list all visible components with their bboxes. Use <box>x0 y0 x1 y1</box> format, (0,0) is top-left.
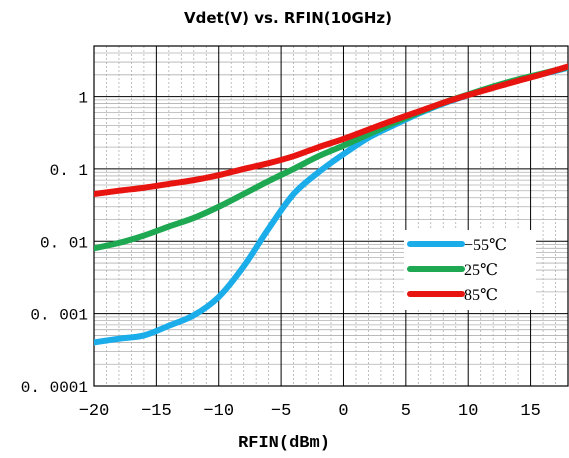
x-axis-label: RFIN(dBm) <box>238 434 330 453</box>
x-tick-label: −10 <box>203 402 234 421</box>
chart-title: Vdet(V) vs. RFIN(10GHz) <box>184 9 392 27</box>
series-line-85c <box>94 63 568 198</box>
legend-label: 85℃ <box>464 287 498 304</box>
y-tick-label: 0. 001 <box>30 307 88 325</box>
x-tick-label: 0 <box>338 402 348 421</box>
y-tick-label: 0. 01 <box>40 234 88 252</box>
grid <box>93 46 569 387</box>
legend-label: 25℃ <box>464 262 498 279</box>
legend-label: −55℃ <box>464 237 507 254</box>
x-tick-label: −20 <box>79 402 110 421</box>
plot-frame <box>93 45 569 387</box>
x-tick-label: 5 <box>401 402 411 421</box>
series-layer <box>94 63 568 346</box>
x-tick-label: −5 <box>271 402 291 421</box>
legend: −55℃ 25℃ 85℃ <box>404 230 536 310</box>
axes: 0. 0001 0. 001 0. 01 0. 1 1 −20 −15 −10 −5 0 5 10 15 <box>21 45 569 421</box>
x-tick-label: 15 <box>520 402 540 421</box>
y-tick-label: 1 <box>78 90 88 108</box>
y-tick-label: 0. 1 <box>50 162 88 180</box>
x-tick-label: −15 <box>141 402 172 421</box>
y-tick-label: 0. 0001 <box>21 379 88 397</box>
x-tick-label: 10 <box>458 402 478 421</box>
